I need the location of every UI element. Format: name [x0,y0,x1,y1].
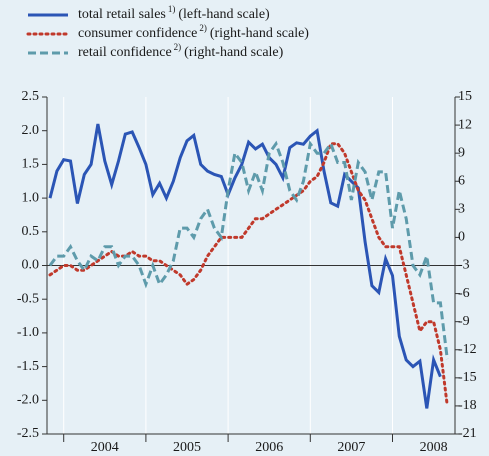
y-tick-label: -1.0 [17,325,39,340]
y2-tick-label: -9 [458,314,470,329]
x-tick-label: 2008 [420,440,448,455]
y2-tick-label: 6 [458,173,465,188]
legend-label: consumer confidence 2) (right-hand scale) [78,23,309,41]
y2-tick-label: 15 [458,89,472,104]
series-line [48,142,449,408]
series-line [48,140,449,360]
legend-scale: (left-hand scale) [178,7,270,22]
y2-tick-label: -15 [458,370,477,385]
legend-footnote: 2) [174,42,182,52]
y-tick-label: 0.5 [22,224,40,239]
y-tick-label: 1.5 [22,157,40,172]
legend-scale: (right-hand scale) [210,26,309,41]
x-tick-label: 2005 [173,440,201,455]
y2-tick-label: -18 [458,398,477,413]
y-tick-label: -2.0 [17,393,39,408]
legend-name: retail confidence [78,45,172,60]
legend-footnote: 1) [168,4,176,14]
y2-tick-label: 9 [458,145,465,160]
y-tick-label: -1.5 [17,359,39,374]
series-line [48,123,442,409]
y2-tick-label: -21 [458,426,477,441]
y2-tick-label: 12 [458,117,472,132]
x-tick-label: 2007 [337,440,365,455]
x-tick-label: 2004 [91,440,119,455]
y-tick-label: 2.5 [22,89,40,104]
y-tick-label: -2.5 [17,426,39,441]
legend-label: retail confidence 2) (right-hand scale) [78,42,284,60]
x-tick-label: 2006 [255,440,283,455]
y2-tick-label: -3 [458,258,470,273]
y2-tick-label: 3 [458,202,465,217]
legend-name: total retail sales [78,7,166,22]
legend-footnote: 2) [199,23,207,33]
y2-tick-label: -6 [458,286,470,301]
y-tick-label: 0.0 [22,258,40,273]
y-tick-label: -0.5 [17,291,39,306]
y2-tick-label: 0 [458,230,465,245]
y-tick-label: 2.0 [22,123,40,138]
legend-label: total retail sales 1) (left-hand scale) [78,4,270,22]
legend-scale: (right-hand scale) [184,45,283,60]
y2-tick-label: -12 [458,342,477,357]
y-tick-label: 1.0 [22,190,40,205]
legend-name: consumer confidence [78,26,197,41]
